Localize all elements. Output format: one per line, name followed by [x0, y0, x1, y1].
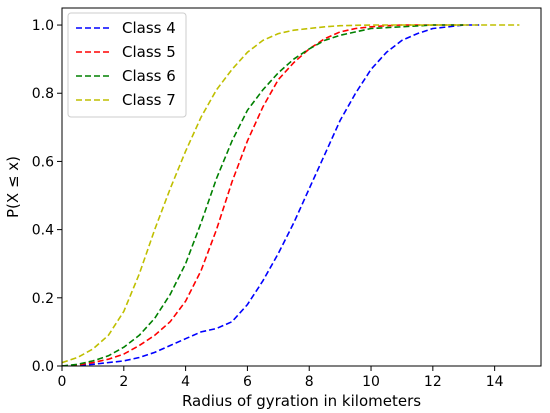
- legend-label: Class 5: [122, 43, 176, 61]
- legend-label: Class 4: [122, 19, 176, 37]
- y-tick-label: 0.2: [32, 291, 54, 307]
- plot-lines: [62, 24, 520, 366]
- y-axis: 0.0 0.2 0.4 0.6 0.8 1.0: [32, 18, 62, 375]
- y-tick-label: 1.0: [32, 18, 54, 34]
- legend: Class 4 Class 5 Class 6 Class 7: [67, 12, 187, 118]
- x-tick-label: 2: [119, 374, 128, 390]
- x-tick-label: 12: [424, 374, 442, 390]
- legend-label: Class 6: [122, 67, 176, 85]
- y-tick-label: 0.0: [32, 359, 54, 375]
- x-axis: 0 2 4 6 8 10 12 14: [58, 366, 504, 390]
- x-tick-label: 0: [58, 374, 67, 390]
- x-tick-label: 6: [243, 374, 252, 390]
- series-line-class-6: [62, 24, 464, 366]
- x-axis-label: Radius of gyration in kilometers: [182, 392, 421, 410]
- legend-label: Class 7: [122, 91, 176, 109]
- x-tick-label: 4: [181, 374, 190, 390]
- y-tick-label: 0.6: [32, 154, 54, 170]
- series-line-class-5: [62, 24, 464, 366]
- y-axis-label: P(X ≤ x): [4, 156, 22, 218]
- x-tick-label: 10: [362, 374, 380, 390]
- legend-box: [67, 12, 187, 118]
- plot-frame: [61, 7, 542, 367]
- series-line-class-4: [62, 24, 480, 366]
- y-tick-label: 0.4: [32, 223, 54, 239]
- series-line-class-7: [62, 24, 520, 364]
- x-tick-label: 14: [486, 374, 504, 390]
- x-tick-label: 8: [305, 374, 314, 390]
- y-tick-label: 0.8: [32, 86, 54, 102]
